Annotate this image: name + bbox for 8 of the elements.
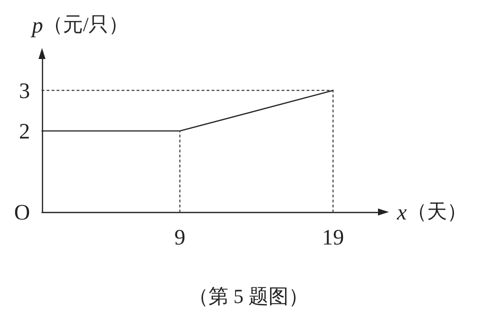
y-axis-title: p（元/只） bbox=[30, 12, 129, 38]
x-axis-title: x（天） bbox=[396, 200, 467, 224]
x-tick-label: 19 bbox=[322, 224, 344, 250]
x-tick-label: 9 bbox=[174, 224, 186, 250]
text: （第 5 题图） bbox=[188, 286, 308, 308]
y-tick-label: 3 bbox=[19, 78, 30, 103]
y-tick-label: 2 bbox=[19, 118, 30, 144]
y-tick-label: O bbox=[14, 200, 30, 224]
